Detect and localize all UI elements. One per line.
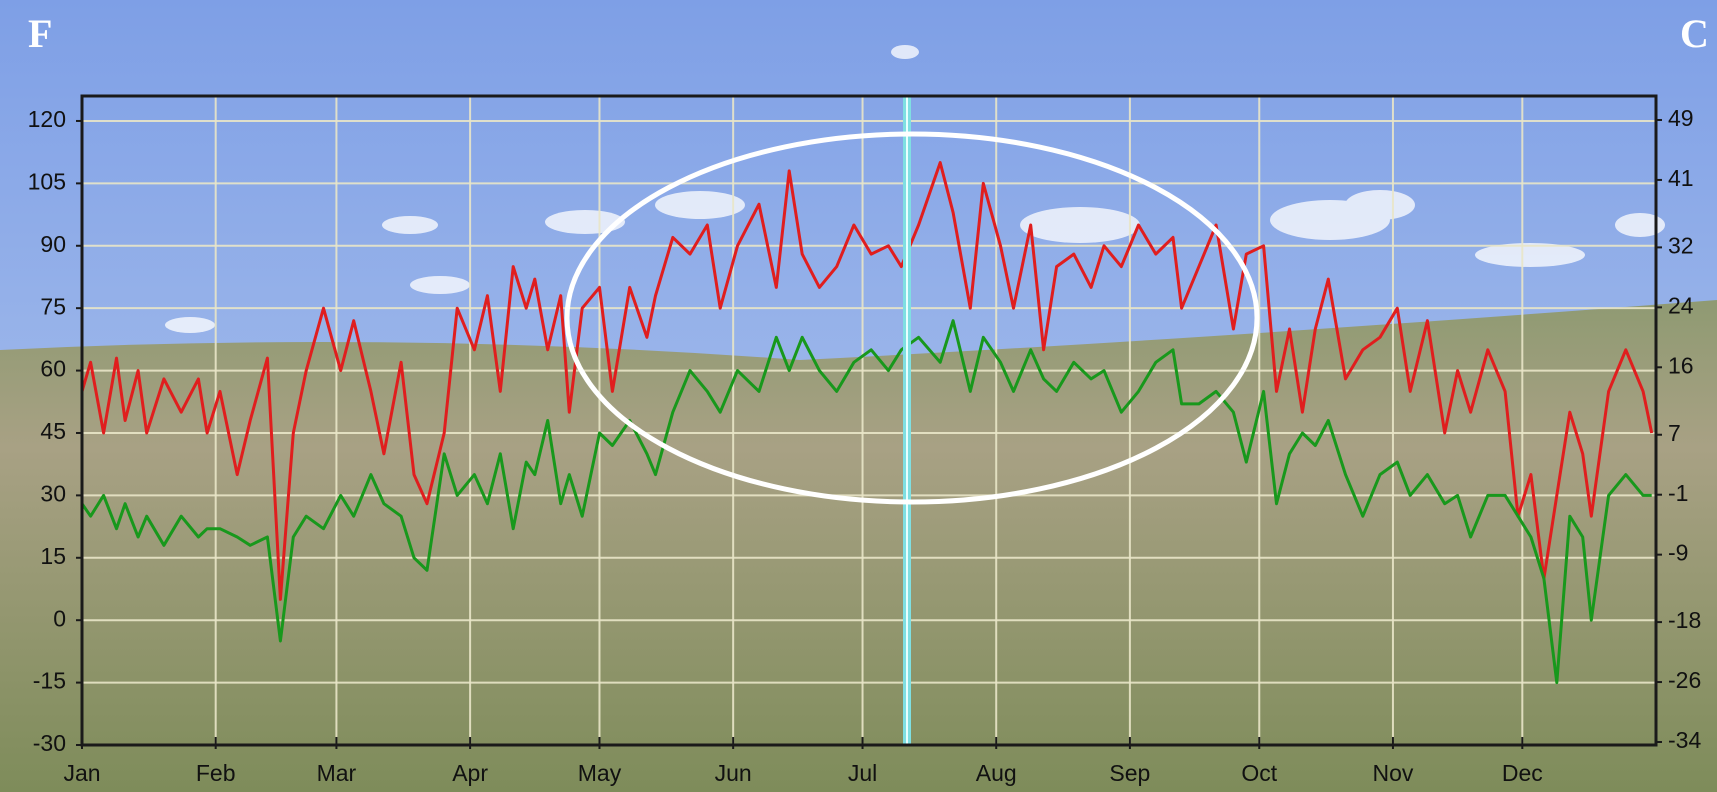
y-axis-title: F [28, 11, 52, 56]
x-tick-label: Jul [848, 760, 877, 786]
x-tick-label: Mar [317, 760, 357, 786]
y2-tick-label: -1 [1668, 480, 1688, 506]
y2-tick-label: 16 [1668, 352, 1694, 378]
y-tick-label: 120 [28, 106, 66, 132]
x-tick-label: Apr [452, 760, 488, 786]
plot-frame [80, 94, 1658, 747]
x-tick-label: Jun [715, 760, 752, 786]
y2-tick-label: -34 [1668, 727, 1701, 753]
y2-tick-label: 7 [1668, 420, 1681, 446]
x-tick-label: Jan [63, 760, 100, 786]
y-tick-label: -30 [33, 730, 66, 756]
y2-axis-title: C [1680, 11, 1709, 56]
y2-tick-label: 32 [1668, 232, 1694, 258]
x-tick-label: Sep [1109, 760, 1150, 786]
y-tick-label: 60 [40, 356, 66, 382]
y2-tick-label: -9 [1668, 540, 1688, 566]
y-tick-label: 90 [40, 231, 66, 257]
x-tick-label: Feb [196, 760, 236, 786]
axis-labels: -30 -15 0 15 30 45 60 75 90 105 120 -34 -26 -18 -9 -1 7 1… [28, 105, 1702, 786]
highlight-ellipse [564, 131, 1260, 505]
grassland-background [0, 300, 1717, 792]
y2-tick-label: 49 [1668, 105, 1694, 131]
clouds [165, 45, 1665, 333]
y-tick-label: 105 [28, 168, 66, 194]
x-tick-label: Nov [1372, 760, 1413, 786]
y-tick-label: 15 [40, 543, 66, 569]
x-tick-label: May [578, 760, 622, 786]
y-tick-label: 75 [40, 293, 66, 319]
y2-tick-label: -18 [1668, 607, 1701, 633]
x-tick-label: Aug [976, 760, 1017, 786]
plot-lines [80, 161, 1654, 685]
y-tick-label: 0 [53, 605, 66, 631]
grid [81, 96, 1656, 746]
x-tick-label: Dec [1502, 760, 1543, 786]
y-tick-label: 30 [40, 480, 66, 506]
series-line [80, 319, 1652, 685]
y2-tick-label: 41 [1668, 165, 1694, 191]
y-tick-label: 45 [40, 418, 66, 444]
y2-tick-label: -26 [1668, 667, 1701, 693]
x-tick-label: Oct [1241, 760, 1277, 786]
y-tick-label: -15 [33, 668, 66, 694]
y2-tick-label: 24 [1668, 292, 1694, 318]
series-line [80, 161, 1654, 601]
